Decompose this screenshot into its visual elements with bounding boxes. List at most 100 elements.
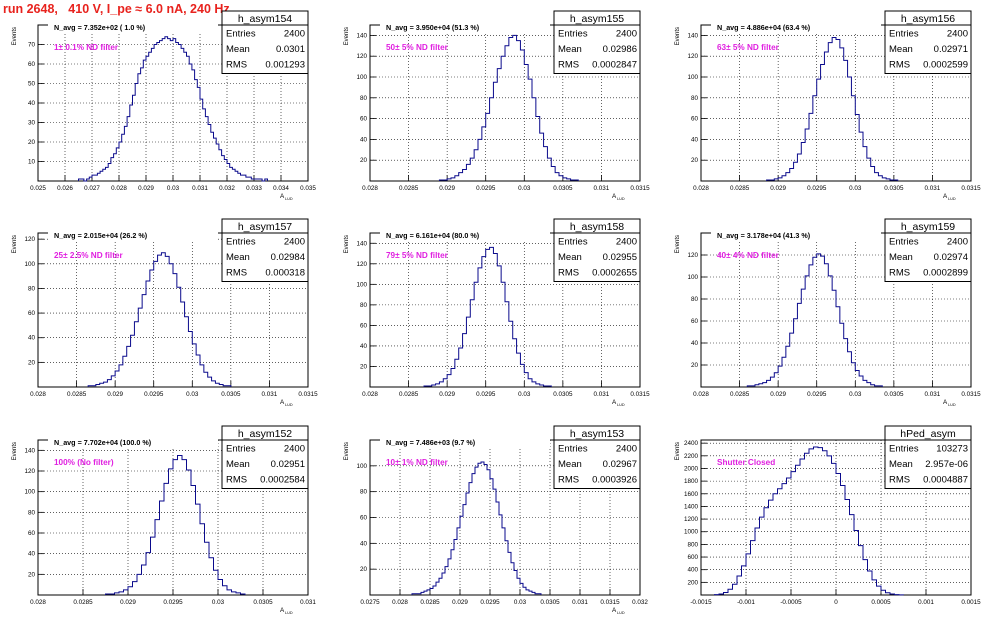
y-tick-label: 20 <box>360 363 368 370</box>
x-axis-label-subscript: LUD <box>285 403 293 407</box>
x-tick-label: 0.028 <box>30 391 46 398</box>
x-tick-label: 0.032 <box>632 599 648 606</box>
x-tick-label: 0.03 <box>186 391 199 398</box>
stats-entries-value: 2400 <box>947 29 968 40</box>
stats-entries-label: Entries <box>226 444 256 455</box>
y-tick-label: 800 <box>687 541 698 548</box>
stats-mean-label: Mean <box>226 44 250 55</box>
histogram-name: h_asym153 <box>570 428 624 440</box>
stats-box: h_asym156 Entries 2400 Mean 0.02971 RMS 0.0002… <box>884 10 972 74</box>
stats-entries-value: 2400 <box>616 237 637 248</box>
y-tick-label: 40 <box>691 136 699 143</box>
y-tick-label: 60 <box>360 515 368 522</box>
navg-label-bg <box>380 437 550 448</box>
x-tick-label: 0.0015 <box>961 599 981 606</box>
y-tick-label: 80 <box>28 285 36 292</box>
y-tick-label: 20 <box>691 362 699 369</box>
x-tick-label: 0.03 <box>514 599 527 606</box>
x-axis-label-subscript: LUD <box>285 197 293 201</box>
y-tick-label: 1800 <box>684 478 699 485</box>
stats-box: h_asym159 Entries 2400 Mean 0.02974 RMS 0.0002… <box>884 218 972 282</box>
x-tick-label: 0.031 <box>192 185 208 192</box>
y-tick-label: 100 <box>24 489 35 496</box>
histogram-line <box>423 246 552 387</box>
stats-entries-value: 2400 <box>284 237 305 248</box>
x-axis-label: A <box>943 399 948 406</box>
stats-rms-value: 0.0003926 <box>592 475 637 486</box>
navg-label: N_avg = 3.950e+04 (51.3 %) <box>386 23 480 32</box>
x-tick-label: 0.025 <box>30 185 46 192</box>
histogram-line <box>438 34 579 181</box>
histogram-line <box>714 446 904 596</box>
stats-entries-value: 2400 <box>616 444 637 455</box>
navg-label: N_avg = 2.015e+04 (26.2 %) <box>54 231 148 240</box>
x-tick-label: 0.0285 <box>399 391 419 398</box>
filter-label: 1± 0.1% ND filter <box>54 43 119 52</box>
y-tick-label: 2200 <box>684 453 699 460</box>
stats-mean-value: 0.02971 <box>934 44 968 55</box>
stats-rms-label: RMS <box>558 268 579 279</box>
x-tick-label: 0.0315 <box>298 391 318 398</box>
x-tick-label: 0.0295 <box>163 599 183 606</box>
y-tick-label: 50 <box>28 81 36 88</box>
y-tick-label: 40 <box>360 540 368 547</box>
stats-box-frame <box>884 10 972 74</box>
stats-rms-value: 0.001293 <box>265 60 305 71</box>
x-tick-label: 0.028 <box>392 599 408 606</box>
stats-entries-value: 2400 <box>947 237 968 248</box>
x-tick-label: 0.0305 <box>221 391 241 398</box>
x-tick-label: 0 <box>834 599 838 606</box>
x-tick-label: 0.028 <box>362 391 378 398</box>
x-tick-label: 0.031 <box>925 391 941 398</box>
stats-entries-label: Entries <box>889 444 919 455</box>
y-tick-label: 120 <box>24 236 35 243</box>
filter-label: 40± 4% ND filter <box>717 251 780 260</box>
x-axis-label: A <box>943 193 948 200</box>
stats-rms-label: RMS <box>889 60 910 71</box>
y-tick-label: 30 <box>28 120 36 127</box>
y-tick-label: 100 <box>356 463 367 470</box>
y-tick-label: 60 <box>360 116 368 123</box>
histogram-line <box>411 461 542 595</box>
stats-entries-label: Entries <box>226 237 256 248</box>
navg-label-bg <box>711 22 881 33</box>
y-tick-label: 140 <box>356 32 367 39</box>
y-tick-label: 400 <box>687 567 698 574</box>
stats-rms-label: RMS <box>226 475 247 486</box>
y-tick-label: 100 <box>687 74 698 81</box>
y-tick-label: 2400 <box>684 440 699 447</box>
x-tick-label: 0.031 <box>594 185 610 192</box>
y-axis-label: Events <box>675 27 681 45</box>
x-axis-label-subscript: LUD <box>617 611 625 615</box>
stats-entries-label: Entries <box>558 237 588 248</box>
x-tick-label: 0.0305 <box>884 391 904 398</box>
x-tick-label: 0.028 <box>362 185 378 192</box>
stats-box: h_asym153 Entries 2400 Mean 0.02967 RMS 0.0003… <box>553 425 641 489</box>
filter-label: Shutter Closed <box>717 458 775 467</box>
stats-rms-label: RMS <box>226 60 247 71</box>
y-tick-label: 40 <box>28 335 36 342</box>
x-tick-label: 0.0285 <box>420 599 440 606</box>
stats-mean-label: Mean <box>558 44 582 55</box>
stats-mean-value: 0.02984 <box>271 252 305 263</box>
stats-box-frame <box>553 425 641 489</box>
x-axis-label: A <box>612 193 617 200</box>
navg-label-bg <box>48 22 218 33</box>
stats-mean-label: Mean <box>558 459 582 470</box>
navg-label: N_avg = 3.178e+04 (41.3 %) <box>717 231 811 240</box>
x-axis-label-subscript: LUD <box>948 197 956 201</box>
x-tick-label: 0.0285 <box>399 185 419 192</box>
stats-rms-value: 0.0002655 <box>592 268 637 279</box>
navg-label-bg <box>48 230 218 241</box>
y-axis-label: Events <box>344 442 350 460</box>
histogram-name: h_asym155 <box>570 13 624 25</box>
y-tick-label: 60 <box>28 530 36 537</box>
histogram-panel-h_asym152: 0.028 0.0285 0.029 0.0295 0.03 0.0305 0.031 20 4… <box>12 425 316 615</box>
y-tick-label: 20 <box>691 157 699 164</box>
stats-mean-value: 2.957e-06 <box>925 459 968 470</box>
stats-mean-value: 0.02951 <box>271 459 305 470</box>
x-tick-label: 0.0305 <box>253 599 273 606</box>
stats-rms-value: 0.0004887 <box>923 475 968 486</box>
navg-label-bg <box>711 230 881 241</box>
stats-mean-label: Mean <box>889 459 913 470</box>
